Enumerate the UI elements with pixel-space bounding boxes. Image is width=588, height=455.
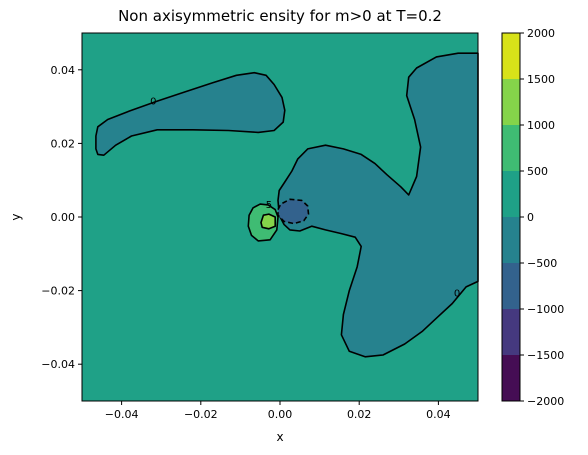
y-axis-label: y [9, 213, 23, 220]
x-tick-label: 0.00 [268, 408, 293, 421]
x-tick-label: 0.04 [426, 408, 451, 421]
colorbar-band [502, 171, 520, 217]
y-tick-label: −0.04 [41, 358, 75, 371]
colorbar-tick-label: 2000 [527, 27, 555, 40]
contour-region-negative-core [278, 199, 309, 223]
contour-label: 5 [266, 200, 272, 211]
colorbar-band [502, 217, 520, 263]
colorbar-tick-label: −1000 [527, 303, 564, 316]
colorbar-tick-label: 500 [527, 165, 548, 178]
colorbar: −2000 −1500 −1000 −500 0 500 1000 1500 2000 [502, 27, 564, 408]
colorbar-tick-label: −2000 [527, 395, 564, 408]
colorbar-band [502, 355, 520, 401]
y-tick-label: 0.00 [51, 211, 76, 224]
colorbar-bands [502, 33, 520, 401]
colorbar-tick-label: −1500 [527, 349, 564, 362]
colorbar-band [502, 125, 520, 171]
x-tick-label: −0.02 [184, 408, 218, 421]
chart-title: Non axisymmetric ensity for m>0 at T=0.2 [118, 7, 442, 25]
x-tick-label: −0.04 [105, 408, 139, 421]
colorbar-tick-label: 1500 [527, 73, 555, 86]
x-axis-ticks: −0.04 −0.02 0.00 0.02 0.04 [105, 401, 451, 421]
colorbar-band [502, 79, 520, 125]
contour-label: 0 [150, 96, 156, 107]
colorbar-tick-label: −500 [527, 257, 557, 270]
x-tick-label: 0.02 [347, 408, 372, 421]
plot-area: 0 0 5 [82, 33, 478, 401]
y-tick-label: −0.02 [41, 285, 75, 298]
colorbar-band [502, 309, 520, 355]
colorbar-tick-label: 0 [527, 211, 534, 224]
contour-region-positive-peak [261, 214, 275, 229]
y-tick-label: 0.02 [51, 137, 76, 150]
colorbar-tick-label: 1000 [527, 119, 555, 132]
y-tick-label: 0.04 [51, 64, 76, 77]
colorbar-band [502, 263, 520, 309]
contour-label: 0 [454, 288, 460, 299]
colorbar-ticks: −2000 −1500 −1000 −500 0 500 1000 1500 2000 [520, 27, 564, 408]
x-axis-label: x [276, 430, 283, 444]
y-axis-ticks: −0.04 −0.02 0.00 0.02 0.04 [41, 64, 82, 371]
colorbar-band [502, 33, 520, 79]
